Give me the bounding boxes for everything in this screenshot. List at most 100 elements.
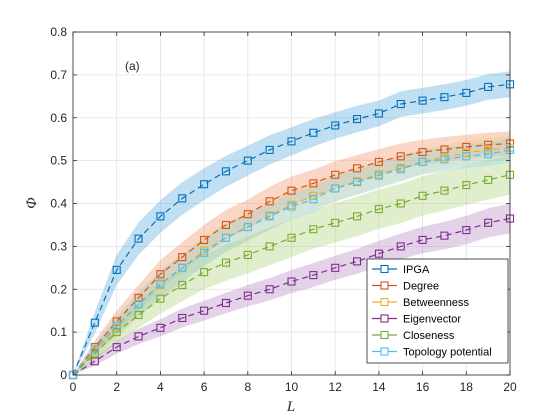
data-point	[418, 148, 427, 157]
legend-marker	[380, 264, 389, 274]
panel-label: (a)	[125, 59, 140, 73]
data-point	[352, 212, 362, 221]
data-point	[374, 249, 383, 258]
x-tick-label: 0	[70, 380, 77, 394]
data-point	[156, 279, 165, 288]
y-tick-label: 0.5	[50, 154, 67, 168]
data-point	[440, 93, 449, 102]
legend: IPGA Degree Betweenness Eigenvector Closenes…	[366, 258, 509, 364]
data-point	[112, 321, 121, 330]
data-point	[396, 165, 405, 174]
legend-marker	[380, 314, 389, 323]
data-point	[134, 300, 143, 309]
x-tick-label: 20	[503, 380, 517, 394]
data-point	[440, 186, 449, 195]
data-point	[90, 357, 99, 366]
data-point	[309, 271, 318, 280]
x-tick-label: 16	[416, 380, 430, 394]
legend-label: Topology potential	[403, 347, 492, 359]
data-point	[331, 121, 340, 130]
data-point	[440, 145, 449, 154]
x-tick-label: 6	[201, 380, 208, 394]
data-point	[178, 194, 187, 203]
data-point	[243, 210, 252, 219]
data-point	[352, 178, 362, 187]
series-markers	[68, 80, 515, 380]
data-point	[484, 175, 493, 184]
data-point	[178, 253, 187, 262]
data-point	[221, 258, 230, 267]
x-axis-label: L	[286, 399, 295, 415]
data-point	[331, 218, 340, 227]
series-line-0	[72, 83, 511, 376]
data-point	[265, 145, 274, 154]
data-point	[221, 167, 230, 176]
x-tick-label: 12	[329, 380, 343, 394]
data-point	[462, 142, 471, 151]
x-tick-label: 4	[157, 380, 164, 394]
data-point	[243, 291, 252, 300]
band-5	[73, 137, 510, 375]
data-point	[221, 233, 230, 242]
data-point	[265, 197, 274, 206]
data-point	[200, 248, 209, 257]
data-point	[156, 294, 165, 303]
legend-marker	[380, 347, 389, 356]
data-point	[90, 349, 99, 358]
data-point	[418, 191, 427, 200]
data-point	[287, 202, 296, 211]
data-point	[396, 242, 405, 251]
data-point	[484, 145, 493, 154]
data-point	[309, 179, 318, 188]
y-tick-label: 0.8	[50, 25, 67, 39]
data-point	[484, 150, 493, 159]
data-point	[374, 205, 383, 214]
data-point	[484, 82, 493, 91]
x-tick-label: 8	[244, 380, 251, 394]
data-point	[156, 323, 165, 332]
band-4	[73, 155, 510, 375]
axis-ticks: 0 2 4 6 8 10 12 14 16 18 20 0 0.1 0.2 0.3 0.4 0.5 0.6 0.7 0…	[50, 25, 517, 394]
legend-box	[366, 258, 509, 364]
data-point	[134, 234, 143, 243]
data-point	[178, 313, 187, 323]
band-0	[73, 71, 510, 376]
data-point	[200, 180, 209, 189]
data-point	[374, 157, 383, 166]
data-point	[112, 328, 121, 337]
data-point	[484, 218, 493, 227]
legend-marker	[380, 330, 389, 340]
series-lines	[72, 83, 511, 376]
y-tick-label: 0.4	[50, 197, 67, 211]
data-point	[287, 186, 296, 195]
data-point	[265, 242, 274, 251]
data-point	[331, 184, 340, 193]
data-point	[200, 235, 209, 244]
y-tick-label: 0.7	[50, 68, 67, 82]
data-point	[396, 152, 405, 161]
x-tick-label: 10	[285, 380, 299, 394]
series-line-2	[72, 147, 511, 376]
data-point	[243, 250, 252, 259]
data-point	[462, 152, 471, 161]
data-point	[112, 317, 121, 326]
legend-label: IPGA	[403, 264, 430, 276]
data-point	[243, 223, 252, 232]
data-point	[243, 156, 252, 165]
data-point	[309, 225, 318, 234]
data-point	[112, 343, 121, 352]
series-line-3	[72, 217, 511, 376]
series-line-5	[72, 149, 511, 376]
data-point	[134, 310, 143, 320]
data-point	[418, 157, 427, 166]
data-point	[265, 285, 274, 294]
data-point	[287, 233, 296, 242]
data-point	[331, 170, 340, 179]
data-point	[462, 226, 471, 235]
y-tick-label: 0.1	[50, 325, 67, 339]
data-point	[352, 164, 362, 173]
data-point	[178, 263, 187, 272]
x-tick-label: 2	[113, 380, 120, 394]
legend-marker	[380, 281, 389, 290]
